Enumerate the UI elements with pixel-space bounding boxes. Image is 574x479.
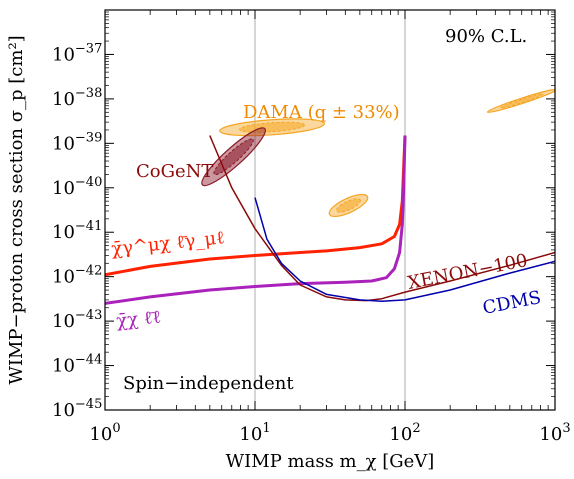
x-axis-title: WIMP mass m_χ [GeV]: [226, 451, 435, 472]
ticks: [104, 10, 556, 411]
y-tick-label: 10−45: [52, 397, 102, 421]
y-tick-label: 10−44: [52, 353, 102, 377]
x-tick-label: 102: [389, 421, 420, 445]
x-tick-label: 101: [239, 421, 270, 445]
plot-frame: [104, 9, 556, 411]
y-tick-label: 10−42: [52, 264, 102, 288]
cogent-label: CoGeNT: [136, 161, 213, 182]
region-inner: [213, 138, 254, 176]
y-tick-label: 10−43: [52, 308, 102, 332]
region-dama: [328, 193, 369, 218]
series-line: [105, 135, 407, 305]
region-inner: [336, 198, 361, 213]
spin-annotation: Spin−independent: [123, 373, 294, 394]
y-tick-label: 10−38: [52, 86, 102, 110]
region-cogent: [201, 127, 266, 187]
operator-gamma-label: χ̄γ^μχ ℓ̄γ_μℓ: [110, 227, 225, 260]
region-dama: [486, 88, 555, 113]
x-tick-label: 103: [539, 421, 570, 445]
grid: [254, 10, 406, 410]
x-tick-label: 100: [89, 421, 120, 445]
y-tick-label: 10−41: [52, 219, 102, 243]
y-tick-label: 10−39: [52, 130, 102, 154]
region-inner: [499, 93, 544, 109]
series-lines: [105, 135, 555, 305]
y-tick-label: 10−37: [52, 41, 102, 65]
cdms-label: CDMS: [481, 287, 543, 319]
y-tick-label: 10−40: [52, 175, 102, 199]
series-line: [254, 197, 555, 302]
contour-regions: [201, 88, 555, 218]
series-line: [209, 135, 555, 302]
dama-label: DAMA (q ± 33%): [243, 102, 400, 123]
cl-annotation: 90% C.L.: [445, 26, 527, 47]
operator-scalar-label: χ̄χ ℓ̄ℓ: [115, 306, 162, 332]
xenon-label: XENON−100: [406, 250, 529, 294]
y-axis-title: WIMP−proton cross section σ_p [cm²]: [6, 35, 27, 384]
